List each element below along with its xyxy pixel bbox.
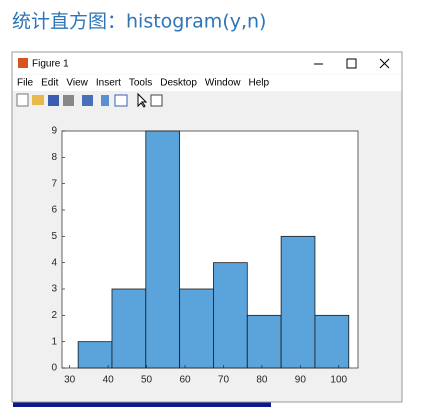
y-tick-label: 4 — [51, 257, 57, 268]
x-tick-label: 50 — [141, 375, 153, 386]
bar — [246, 314, 282, 369]
close-button[interactable] — [379, 58, 390, 69]
menu-item[interactable]: Edit — [41, 78, 58, 89]
bar — [111, 288, 147, 369]
menu-bar — [12, 75, 402, 91]
x-tick-label: 70 — [218, 375, 230, 386]
bar — [179, 288, 214, 369]
menu-item[interactable]: Help — [249, 78, 270, 89]
tool-icon[interactable] — [48, 95, 59, 106]
y-tick-label: 0 — [51, 363, 57, 374]
bar — [145, 130, 181, 369]
x-tick-label: 90 — [295, 375, 307, 386]
bar — [314, 314, 350, 369]
tool-icon[interactable] — [137, 92, 148, 108]
tool-icon[interactable] — [82, 95, 93, 106]
app-icon — [18, 58, 28, 68]
toolbar — [16, 92, 163, 108]
slide-heading: 统计直方图：histogram(y,n) — [12, 11, 266, 33]
y-tick-label: 3 — [51, 284, 57, 295]
y-tick-label: 8 — [51, 152, 57, 163]
x-tick-label: 100 — [330, 375, 347, 386]
y-tick-label: 5 — [51, 231, 57, 242]
x-tick-label: 30 — [64, 375, 76, 386]
y-tick-label: 7 — [51, 178, 57, 189]
y-tick-label: 9 — [51, 126, 57, 137]
tool-icon[interactable] — [32, 95, 44, 105]
x-tick-label: 80 — [256, 375, 268, 386]
title-bar — [12, 52, 402, 75]
plot: 0 1 2 3 4 5 6 7 8 9 30 40 50 60 70 80 90 100 — [51, 126, 350, 386]
menu-group: File Edit View Insert Tools Desktop Window Help — [17, 78, 270, 89]
bar — [280, 235, 316, 369]
bar — [213, 262, 248, 369]
y-tick-label: 2 — [51, 310, 57, 321]
tool-icon[interactable] — [16, 93, 29, 107]
tool-icon[interactable] — [63, 95, 74, 106]
tool-icon[interactable] — [150, 94, 163, 107]
maximize-button[interactable] — [346, 58, 357, 69]
y-tick-label: 1 — [51, 336, 57, 347]
menu-item[interactable]: Desktop — [160, 78, 197, 89]
menu-item[interactable]: Window — [205, 78, 241, 89]
menu-item[interactable]: Insert — [96, 78, 121, 89]
menu-item[interactable]: Tools — [129, 78, 152, 89]
x-tick-label: 40 — [103, 375, 115, 386]
tool-icon[interactable] — [114, 94, 128, 107]
x-tick-label: 60 — [179, 375, 191, 386]
tool-icon[interactable] — [101, 95, 109, 106]
y-tick-label: 6 — [51, 205, 57, 216]
menu-item[interactable]: File — [17, 78, 34, 89]
menu-item[interactable]: View — [66, 78, 88, 89]
window-title: Figure 1 — [32, 59, 69, 70]
bar — [77, 341, 113, 369]
